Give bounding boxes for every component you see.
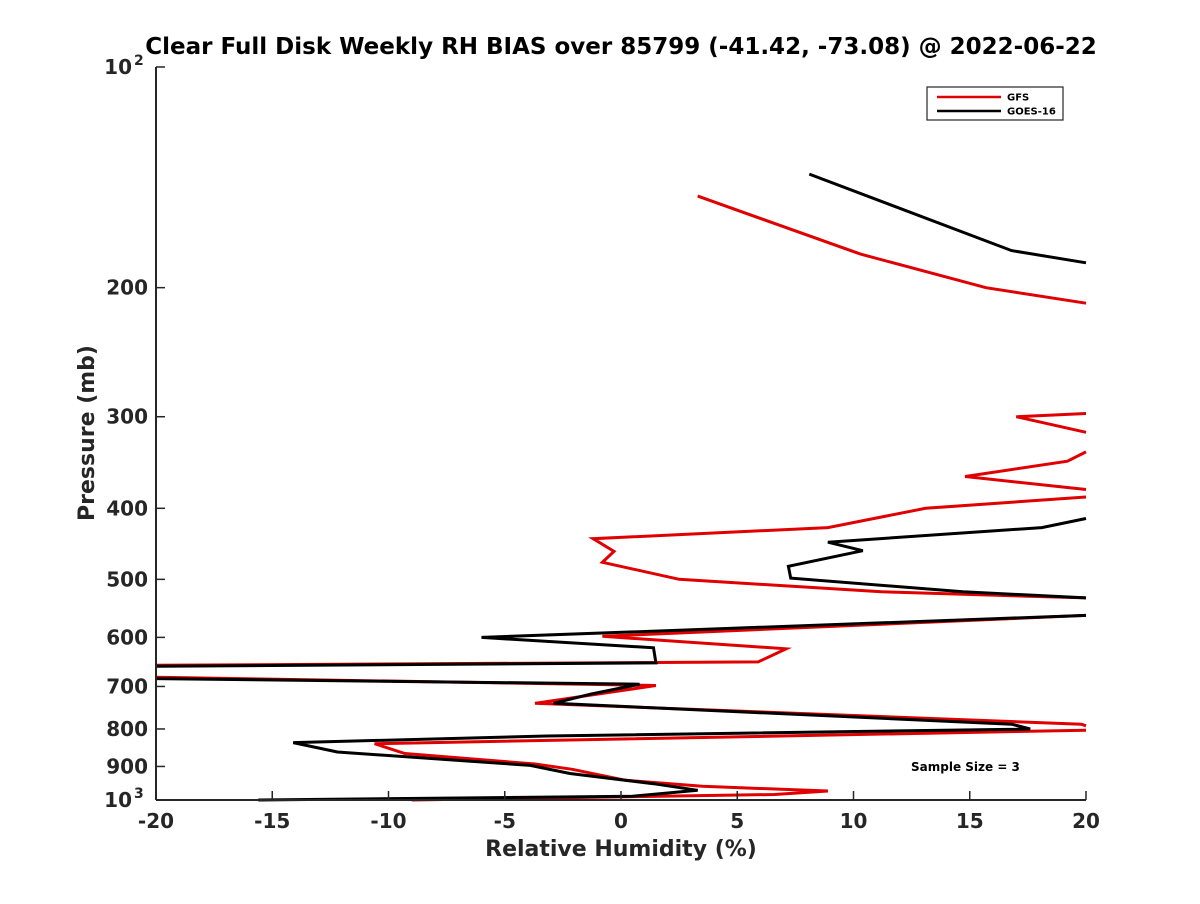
legend-label-goes-16: GOES-16: [1007, 107, 1056, 118]
legend-label-gfs: GFS: [1007, 93, 1029, 104]
series-line: [374, 728, 1087, 802]
x-tick-label: 15: [956, 809, 984, 833]
series-line: [588, 495, 1087, 600]
y-tick-label: 500: [106, 567, 148, 591]
plot-series: [155, 172, 1087, 802]
x-tick-label: 10: [840, 809, 868, 833]
x-tick-label: -20: [138, 809, 174, 833]
x-tick-label: 5: [730, 809, 744, 833]
y-axis-label: Pressure (mb): [75, 345, 100, 521]
series-line: [964, 450, 1087, 491]
y-tick-label: 800: [106, 717, 148, 741]
series-line: [697, 194, 1087, 305]
x-tick-label: -15: [254, 809, 290, 833]
y-tick-label: 200: [106, 276, 148, 300]
y-tick-label: 900: [106, 754, 148, 778]
chart-title: Clear Full Disk Weekly RH BIAS over 8579…: [145, 34, 1097, 60]
x-ticks: -20 -15 -10 -5 0 5 10 15 20: [138, 791, 1100, 833]
x-tick-label: -5: [494, 809, 516, 833]
series-line: [155, 677, 1031, 802]
y-tick-label-exponent: 3: [134, 786, 144, 802]
x-tick-label: -10: [370, 809, 406, 833]
series-line: [808, 172, 1087, 265]
y-tick-label: 10: [104, 55, 132, 79]
series-gfs: [155, 194, 1087, 802]
x-tick-label: 20: [1072, 809, 1100, 833]
series-line: [155, 613, 1087, 667]
y-tick-label: 400: [106, 496, 148, 520]
series-line: [1015, 412, 1087, 434]
y-tick-label: 300: [106, 405, 148, 429]
x-axis-label: Relative Humidity (%): [485, 837, 757, 862]
legend-box: [926, 86, 1064, 121]
sample-size-annotation: Sample Size = 3: [911, 760, 1020, 774]
y-tick-label: 700: [106, 674, 148, 698]
y-tick-label-exponent: 2: [134, 53, 144, 69]
y-tick-label: 600: [106, 625, 148, 649]
series-line: [155, 613, 1087, 668]
series-line: [786, 517, 1087, 600]
series-goes-16: [155, 172, 1087, 802]
x-tick-label: 0: [614, 809, 628, 833]
legend: GFS GOES-16: [926, 86, 1064, 121]
y-tick-label: 10: [104, 788, 132, 812]
